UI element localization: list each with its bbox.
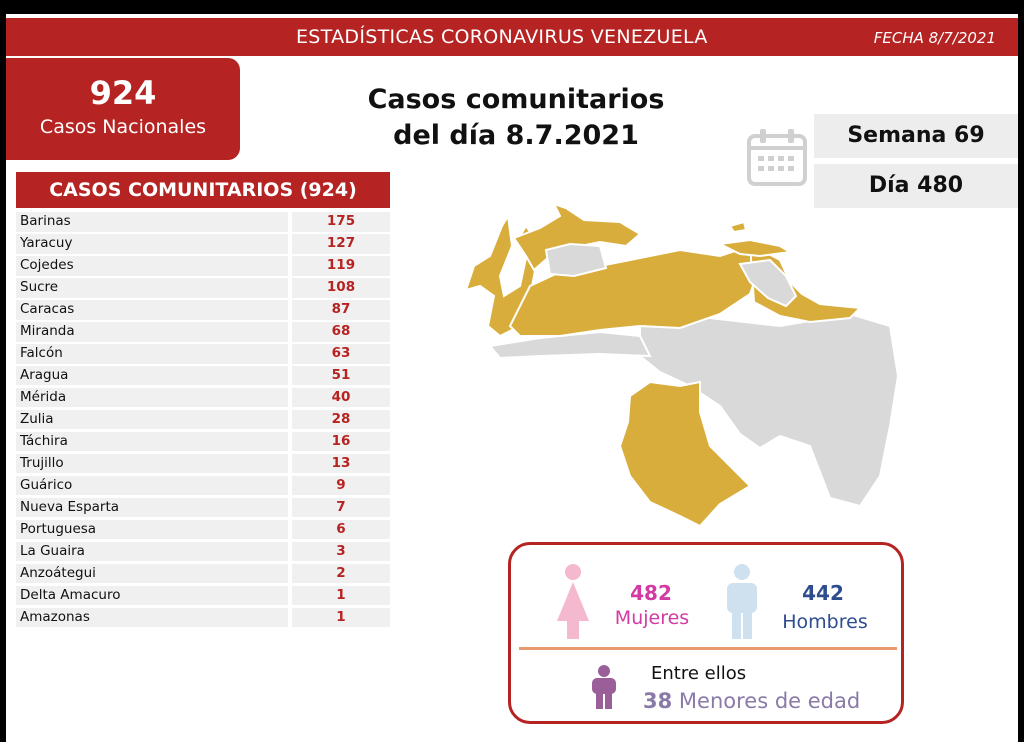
state-cases: 87	[292, 299, 390, 320]
state-cases: 1	[292, 585, 390, 606]
state-name: Barinas	[16, 212, 288, 232]
table-row: Miranda 68	[16, 321, 390, 342]
map-region-gray-monagas	[738, 258, 798, 308]
national-cases-box: 924 Casos Nacionales	[6, 58, 240, 160]
state-name: Sucre	[16, 277, 288, 298]
table-row: Anzoátegui 2	[16, 563, 390, 584]
map-region-gold-center	[508, 244, 762, 337]
table-row: Delta Amacuro 1	[16, 585, 390, 606]
state-cases: 16	[292, 431, 390, 452]
state-cases: 28	[292, 409, 390, 430]
state-name: Anzoátegui	[16, 563, 288, 584]
map-region-gray-lara	[544, 242, 608, 278]
national-cases-label: Casos Nacionales	[39, 116, 207, 138]
state-name: Nueva Esparta	[16, 497, 288, 518]
state-cases: 7	[292, 497, 390, 518]
state-name: Aragua	[16, 365, 288, 386]
cases-table: Barinas 175 Yaracuy 127 Cojedes 119 Sucre 108 Ca…	[16, 212, 390, 630]
state-name: La Guaira	[16, 541, 288, 562]
minors-text: 38 Menores de edad	[643, 689, 860, 713]
map-region-gold-falcon	[512, 202, 642, 272]
table-row: Mérida 40	[16, 387, 390, 408]
state-name: Falcón	[16, 343, 288, 364]
map-region-gray-west	[488, 330, 652, 360]
state-cases: 6	[292, 519, 390, 540]
state-name: Trujillo	[16, 453, 288, 474]
table-row: Aragua 51	[16, 365, 390, 386]
state-cases: 119	[292, 255, 390, 276]
infographic: ESTADÍSTICAS CORONAVIRUS VENEZUELA FECHA…	[6, 14, 1018, 742]
state-cases: 13	[292, 453, 390, 474]
table-row: Caracas 87	[16, 299, 390, 320]
women-count: 482	[630, 581, 672, 605]
headline-line-2: del día 8.7.2021	[393, 120, 639, 151]
state-cases: 68	[292, 321, 390, 342]
table-row: Sucre 108	[16, 277, 390, 298]
table-row: Barinas 175	[16, 212, 390, 232]
table-row: Amazonas 1	[16, 607, 390, 628]
map-region-gold-amazonas	[618, 380, 752, 528]
table-row: Guárico 9	[16, 475, 390, 496]
state-cases: 40	[292, 387, 390, 408]
table-row: Cojedes 119	[16, 255, 390, 276]
child-icon	[592, 665, 616, 709]
state-name: Yaracuy	[16, 233, 288, 254]
woman-icon	[557, 564, 589, 639]
state-cases: 1	[292, 607, 390, 628]
header-bar: ESTADÍSTICAS CORONAVIRUS VENEZUELA FECHA…	[6, 18, 1018, 56]
state-name: Miranda	[16, 321, 288, 342]
divider	[519, 647, 897, 650]
headline: Casos comunitarios del día 8.7.2021	[346, 82, 686, 154]
cases-table-title: CASOS COMUNITARIOS (924)	[16, 172, 390, 208]
gender-box: 482 Mujeres 442 Hombres Entre ellos 38 M…	[508, 542, 904, 724]
table-row: Portuguesa 6	[16, 519, 390, 540]
state-name: Mérida	[16, 387, 288, 408]
state-cases: 63	[292, 343, 390, 364]
table-row: Zulia 28	[16, 409, 390, 430]
state-cases: 108	[292, 277, 390, 298]
state-cases: 3	[292, 541, 390, 562]
women-label: Mujeres	[614, 607, 690, 629]
table-row: Trujillo 13	[16, 453, 390, 474]
table-row: La Guaira 3	[16, 541, 390, 562]
header-date: FECHA 8/7/2021	[873, 29, 996, 47]
men-label: Hombres	[782, 611, 868, 633]
state-name: Portuguesa	[16, 519, 288, 540]
national-cases-count: 924	[89, 74, 157, 112]
calendar-icon	[747, 129, 807, 186]
state-cases: 175	[292, 212, 390, 232]
header-title: ESTADÍSTICAS CORONAVIRUS VENEZUELA	[296, 26, 708, 48]
minors-count: 38	[643, 689, 673, 713]
venezuela-map	[464, 202, 900, 528]
state-name: Táchira	[16, 431, 288, 452]
among-label: Entre ellos	[651, 663, 747, 684]
week-number: Semana 69	[814, 114, 1018, 158]
state-name: Caracas	[16, 299, 288, 320]
table-row: Táchira 16	[16, 431, 390, 452]
state-cases: 2	[292, 563, 390, 584]
table-row: Yaracuy 127	[16, 233, 390, 254]
state-cases: 127	[292, 233, 390, 254]
state-cases: 51	[292, 365, 390, 386]
state-cases: 9	[292, 475, 390, 496]
state-name: Guárico	[16, 475, 288, 496]
state-name: Delta Amacuro	[16, 585, 288, 606]
men-count: 442	[802, 581, 844, 605]
map-region-gold-sucre	[716, 238, 793, 258]
state-name: Amazonas	[16, 607, 288, 628]
state-name: Zulia	[16, 409, 288, 430]
minors-label: Menores de edad	[678, 689, 861, 713]
map-region-gold-nueva-esparta	[728, 220, 748, 234]
table-row: Falcón 63	[16, 343, 390, 364]
headline-line-1: Casos comunitarios	[367, 84, 665, 115]
table-row: Nueva Esparta 7	[16, 497, 390, 518]
day-number: Día 480	[814, 164, 1018, 208]
man-icon	[727, 564, 757, 639]
state-name: Cojedes	[16, 255, 288, 276]
